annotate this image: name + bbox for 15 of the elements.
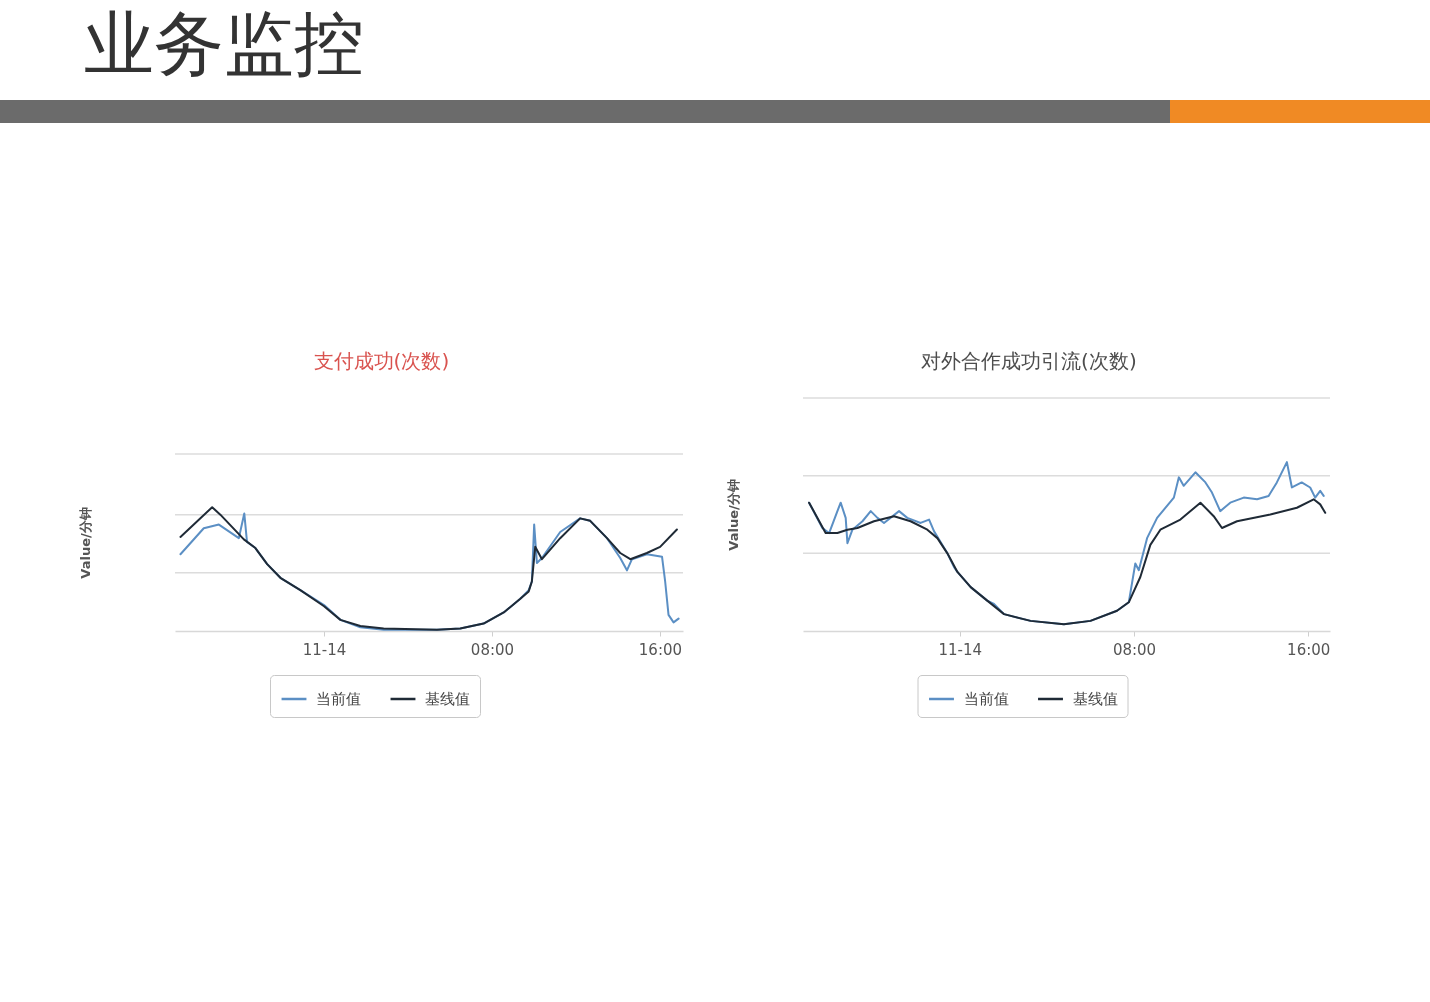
x-tick-label: 16:00 (638, 640, 683, 659)
x-tick-label: 11-14 (302, 640, 347, 659)
legend-label: 当前值 (963, 690, 1009, 708)
x-tick-label: 08:00 (1112, 640, 1157, 659)
x-tick-label: 16:00 (1287, 640, 1331, 659)
legend-label: 基线值 (1072, 690, 1118, 708)
text: 业务监控 (84, 3, 364, 85)
y-axis-title: Value/分钟 (77, 507, 93, 579)
chart-title: 对外合作成功引流(次数) (921, 349, 1137, 374)
legend-label: 当前值 (316, 690, 361, 708)
legend-label: 基线值 (425, 690, 470, 708)
x-tick-label: 11-14 (938, 640, 983, 659)
x-tick-label: 08:00 (470, 640, 515, 659)
y-axis-title: Value/分钟 (725, 479, 741, 551)
chart-title: 支付成功(次数) (313, 349, 450, 374)
